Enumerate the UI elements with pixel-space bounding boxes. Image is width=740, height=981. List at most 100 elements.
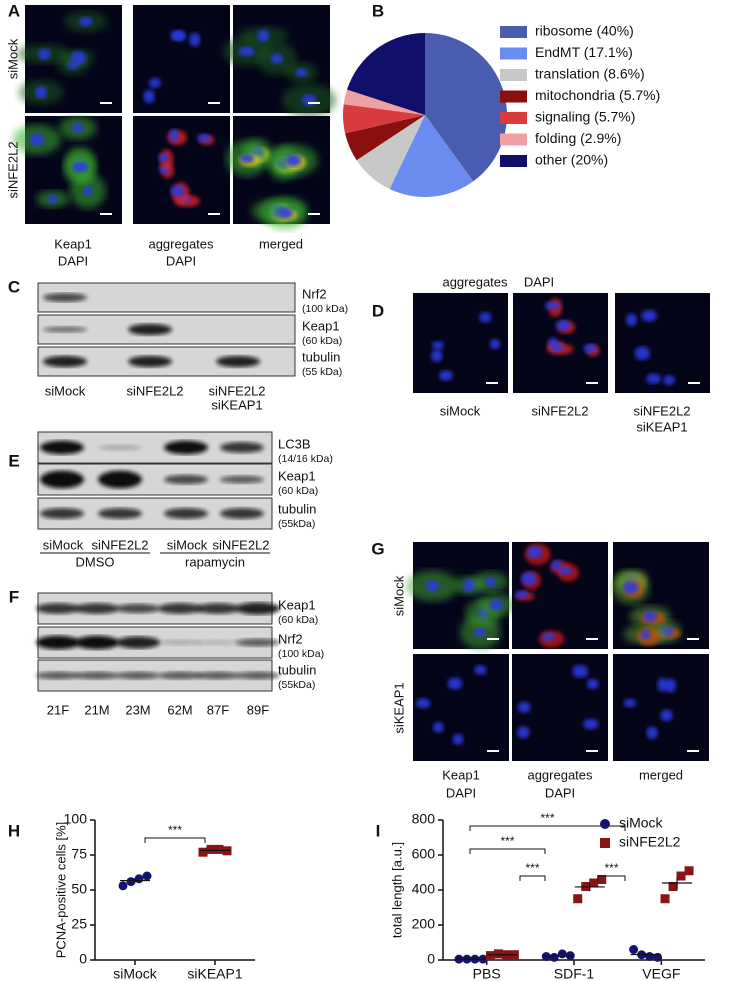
blot-band xyxy=(236,602,280,615)
lane-label: siNFE2L2 xyxy=(91,537,148,552)
lane-label: 21M xyxy=(84,702,109,717)
nucleus xyxy=(35,85,47,99)
blot-band xyxy=(164,508,208,519)
lane-label: siNFE2L2 xyxy=(531,403,588,418)
band-size: (55kDa) xyxy=(278,518,315,530)
lane-label: siNFE2L2 xyxy=(212,537,269,552)
significance-bracket xyxy=(469,825,626,831)
nucleus xyxy=(660,709,673,722)
column-label: merged xyxy=(639,767,683,782)
band-size: (55kDa) xyxy=(278,679,315,691)
caption: DAPI xyxy=(524,274,554,289)
y-tick-label: 25 xyxy=(71,916,87,932)
blot-band xyxy=(196,671,240,680)
blot-band xyxy=(158,603,202,614)
nucleus xyxy=(189,32,201,47)
nucleus xyxy=(172,30,187,41)
y-tick-label: 200 xyxy=(412,916,436,932)
legend-marker xyxy=(600,819,610,829)
column-label: DAPI xyxy=(166,253,196,268)
nucleus xyxy=(415,698,431,709)
blot-band xyxy=(43,355,87,368)
x-tick-label: siKEAP1 xyxy=(187,966,242,981)
panel-letter: E xyxy=(8,451,19,470)
micrograph xyxy=(133,5,230,113)
blot-band xyxy=(116,671,160,680)
significance-bracket xyxy=(469,848,546,854)
panel-letter: G xyxy=(371,539,384,558)
lane-label: 87F xyxy=(207,702,229,717)
nucleus xyxy=(643,611,658,622)
nucleus xyxy=(170,185,185,197)
blot-band xyxy=(216,355,260,368)
nucleus xyxy=(489,599,503,611)
nucleus xyxy=(541,632,555,642)
nucleus xyxy=(515,590,529,599)
legend-swatch xyxy=(500,112,527,124)
data-point xyxy=(645,952,655,961)
data-point xyxy=(676,871,686,881)
pie-slice xyxy=(425,33,507,182)
blot-band xyxy=(75,671,119,680)
nucleus xyxy=(640,629,651,640)
lane-label: 62M xyxy=(167,702,192,717)
nucleus xyxy=(474,664,487,675)
blot-band xyxy=(36,671,80,680)
data-point xyxy=(198,847,208,857)
significance-label: *** xyxy=(604,861,618,875)
row-label: siMock xyxy=(5,38,20,79)
nucleus xyxy=(197,133,211,143)
nucleus xyxy=(572,664,589,678)
data-point xyxy=(126,877,136,887)
nucleus xyxy=(72,162,88,173)
lane-label: 21F xyxy=(47,702,69,717)
lane-label: siNFE2L2 xyxy=(633,403,690,418)
blot-band xyxy=(43,293,87,302)
y-tick-label: 75 xyxy=(71,846,87,862)
nucleus xyxy=(517,701,531,713)
data-point xyxy=(134,874,144,884)
micrograph xyxy=(612,542,709,649)
nucleus xyxy=(634,346,650,361)
x-tick-label: VEGF xyxy=(642,966,680,981)
nucleus xyxy=(158,153,169,162)
y-tick-label: 800 xyxy=(412,811,436,827)
nucleus xyxy=(82,185,93,196)
x-tick-label: SDF-1 xyxy=(554,966,595,981)
column-label: Keap1 xyxy=(442,767,480,782)
lane-label: siNFE2L2 xyxy=(126,383,183,398)
legend-label: EndMT (17.1%) xyxy=(535,44,633,60)
blot-band xyxy=(128,323,172,336)
y-axis-label: total length [a.u.] xyxy=(389,842,404,938)
nucleus xyxy=(463,578,476,593)
pie-slice xyxy=(356,115,425,189)
nucleus xyxy=(527,546,543,559)
y-tick-label: 50 xyxy=(71,881,87,897)
nucleus xyxy=(29,132,44,147)
data-point xyxy=(214,844,224,854)
nucleus xyxy=(270,53,284,64)
panel-letter: H xyxy=(8,821,20,840)
nucleus xyxy=(439,370,453,381)
pie-slice xyxy=(347,32,425,116)
column-label: aggregates xyxy=(148,236,214,251)
blot-band xyxy=(164,474,208,485)
band-name: tubulin xyxy=(278,501,316,516)
nucleus xyxy=(425,580,439,592)
panel-letter: A xyxy=(8,1,20,20)
legend-swatch xyxy=(500,69,527,81)
blot-band xyxy=(236,638,280,647)
row-label: siKEAP1 xyxy=(391,682,406,733)
data-point xyxy=(660,894,670,904)
nucleus xyxy=(432,721,444,733)
micrograph xyxy=(413,654,509,761)
blot-band xyxy=(158,639,202,646)
band-name: Keap1 xyxy=(278,597,316,612)
nucleus xyxy=(485,576,496,588)
nucleus xyxy=(623,581,639,594)
data-point xyxy=(597,875,607,884)
lane-label: siKEAP1 xyxy=(636,419,687,434)
pie-slice xyxy=(389,115,474,197)
pie-slice xyxy=(345,115,425,161)
